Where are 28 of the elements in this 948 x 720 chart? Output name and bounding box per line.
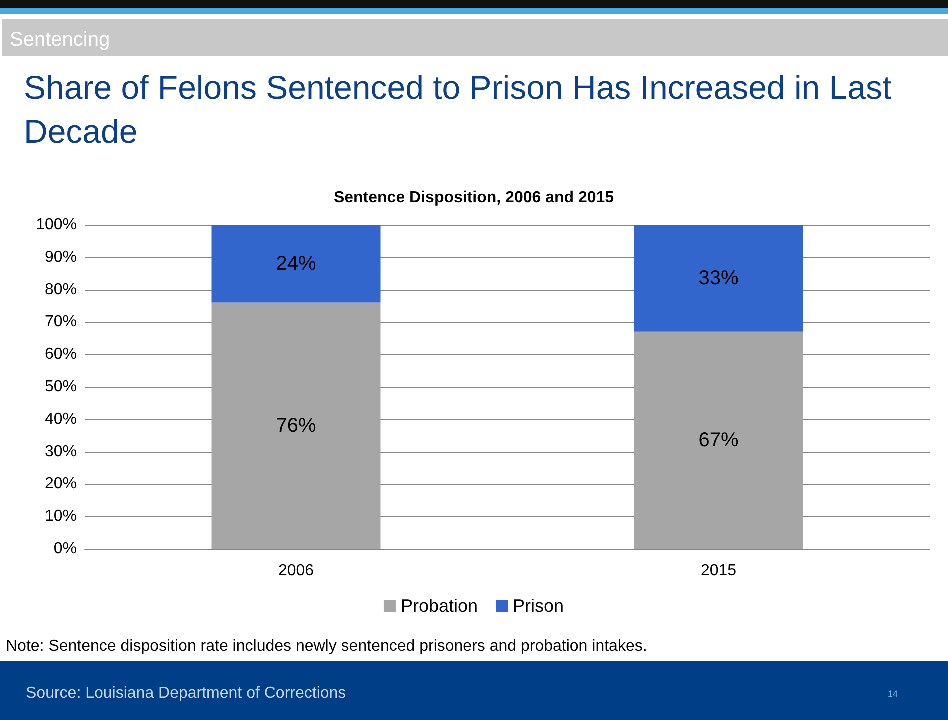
data-label: 24% — [276, 252, 316, 275]
y-tick-label: 100% — [36, 216, 77, 234]
x-tick-label: 2015 — [700, 562, 737, 580]
y-tick-label: 10% — [44, 508, 77, 526]
y-tick-label: 0% — [54, 540, 77, 558]
chart-subtitle: Sentence Disposition, 2006 and 2015 — [334, 190, 614, 206]
legend-label: Probation — [400, 596, 478, 616]
data-label: 33% — [698, 267, 739, 290]
bar — [634, 225, 804, 332]
data-label: 76% — [276, 414, 316, 437]
bar — [212, 225, 381, 303]
x-tick-label: 2006 — [278, 562, 314, 580]
text: Note: Sentence disposition rate includes newly sentenced prisoners and probation intakes. — [6, 638, 648, 656]
y-tick-label: 80% — [44, 281, 77, 298]
source-note: Source: Louisiana Department of Corrections — [26, 685, 346, 703]
y-tick-label: 30% — [44, 443, 77, 460]
y-tick-label: 70% — [44, 314, 77, 331]
y-tick-label: 20% — [44, 476, 77, 493]
y-tick-label: 50% — [44, 378, 77, 396]
y-tick-label: 60% — [44, 346, 77, 364]
chart-title: Share of Felons Sentenced to Prison Has Increased in Last Decade — [24, 68, 893, 152]
text: 14 — [888, 689, 898, 699]
bar — [634, 332, 804, 549]
y-tick-label: 90% — [44, 248, 77, 266]
legend-label: Prison — [513, 596, 564, 616]
bar — [212, 302, 381, 549]
y-tick-label: 40% — [44, 410, 77, 428]
data-label: 67% — [698, 429, 739, 452]
